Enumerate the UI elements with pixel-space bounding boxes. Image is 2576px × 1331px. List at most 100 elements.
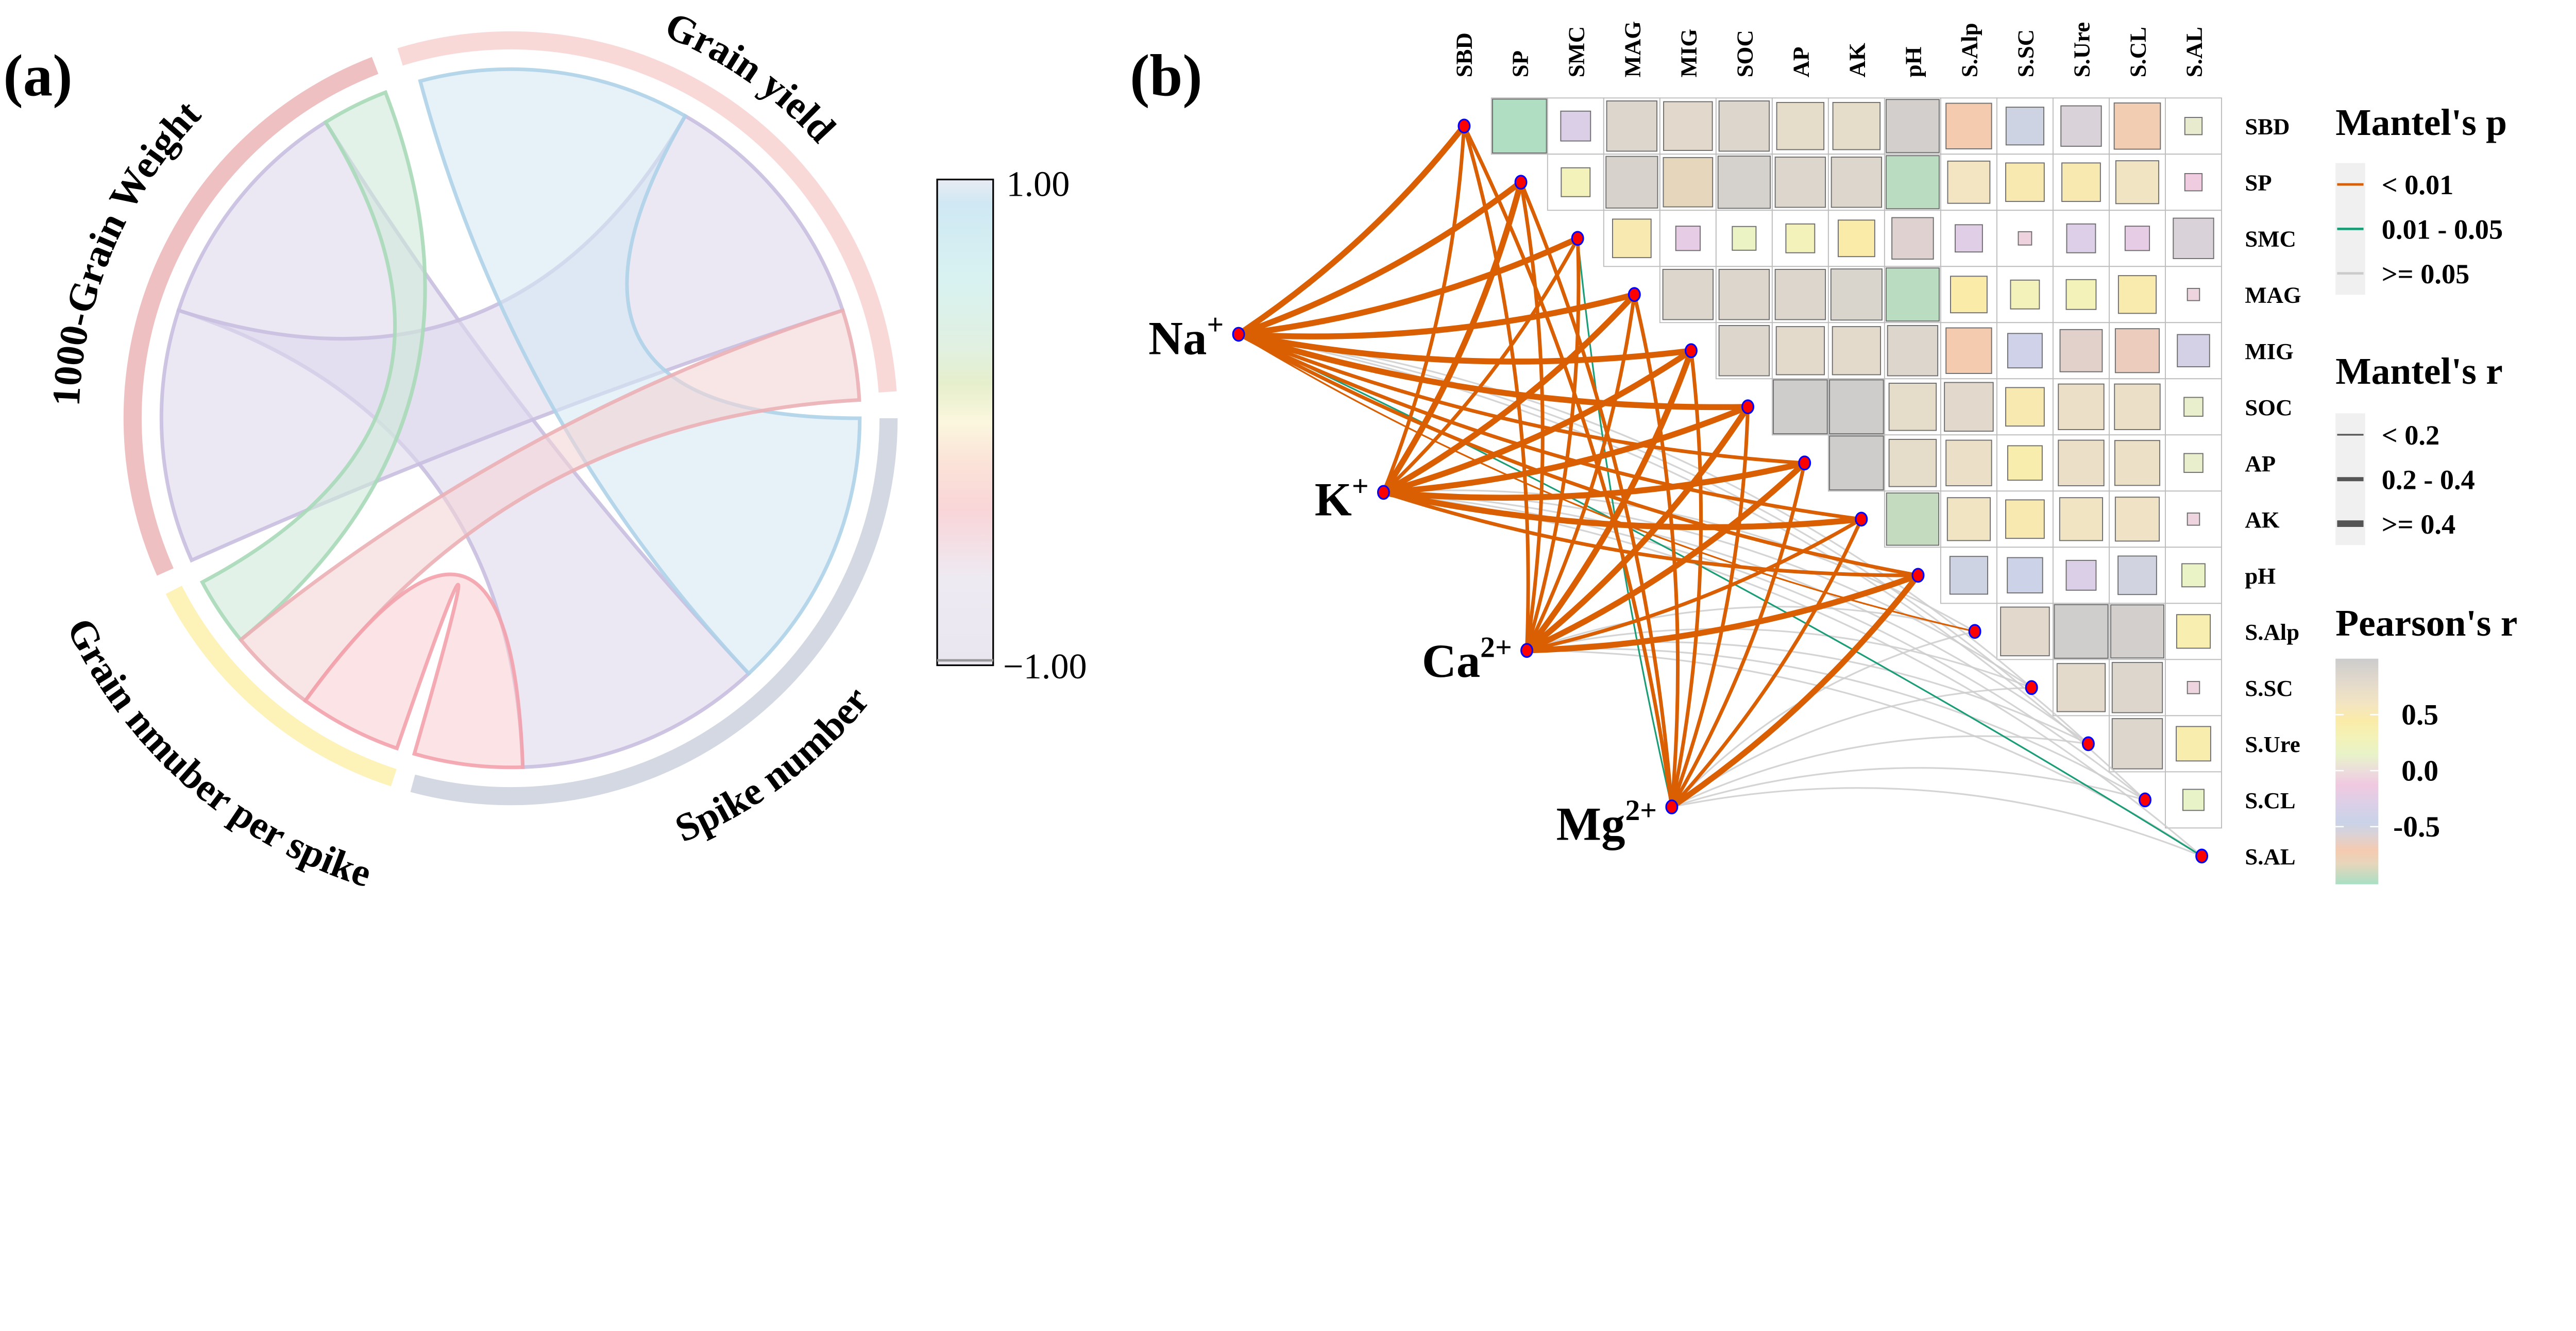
- row-label: SBD: [2245, 114, 2290, 140]
- pearson-square: [1773, 379, 1828, 435]
- pearson-square: [1774, 269, 1826, 320]
- legend-label: >= 0.4: [2382, 509, 2455, 540]
- pearson-square: [2005, 387, 2045, 427]
- row-label: SMC: [2245, 226, 2296, 252]
- mantel-edge: [1380, 179, 1524, 496]
- row-label: SP: [2245, 170, 2272, 196]
- mantel-edge: [1523, 572, 1921, 654]
- chord-diagram: [123, 31, 898, 806]
- mantel-edge: [1671, 735, 2089, 808]
- pearson-square: [1732, 226, 1757, 251]
- pearson-square: [2018, 231, 2032, 246]
- mantel-edges: [1235, 123, 2203, 857]
- sector-arc-1000-grain-weight: [123, 57, 379, 576]
- pearson-square: [2060, 105, 2102, 147]
- row-label: S.Alp: [2245, 619, 2299, 645]
- pearson-square: [1946, 497, 1991, 541]
- pearson-square: [2007, 557, 2043, 594]
- chord-colorbar-max-label: 1.00: [1006, 164, 1070, 204]
- network-node: [1628, 287, 1641, 302]
- pearson-square: [1947, 160, 1991, 204]
- pearson-square: [2005, 162, 2045, 202]
- panel-a-label: (a): [3, 42, 72, 108]
- chord-link: [199, 90, 427, 643]
- chord-colorbar: 1.00 −1.00: [936, 164, 1087, 687]
- figure: (a) (b) Grain yield Spike number Grain n…: [3, 3, 2517, 886]
- pearson-square: [2065, 559, 2097, 591]
- pearson-square: [1837, 219, 1875, 258]
- pearson-square: [2114, 440, 2161, 486]
- row-label: AK: [2245, 507, 2279, 533]
- network-node: [1514, 175, 1528, 190]
- pearson-square: [2056, 663, 2106, 712]
- pearson-square: [1950, 276, 1988, 314]
- mantel-edge: [1382, 489, 1976, 633]
- pearson-square: [1885, 267, 1940, 322]
- chord-link: [159, 113, 845, 563]
- panel-b-label: (b): [1130, 42, 1202, 108]
- pearson-tick-label: 0.5: [2401, 699, 2438, 731]
- legend-label: 0.2 - 0.4: [2382, 464, 2475, 495]
- edges-p-lt-001: [1235, 123, 1976, 810]
- pearson-square: [1949, 556, 1989, 595]
- mantel-edge: [1462, 124, 1530, 653]
- pearson-square: [2184, 173, 2203, 192]
- pearson-square: [1776, 101, 1825, 150]
- pearson-square: [2182, 789, 2205, 811]
- chord-link: [302, 572, 525, 770]
- pearson-square: [2005, 499, 2045, 539]
- pearson-square: [1663, 101, 1713, 151]
- mantel-edge: [1523, 404, 1751, 654]
- pearson-square: [1561, 167, 1591, 197]
- network-node: [2139, 792, 2151, 808]
- pearson-square: [2114, 383, 2161, 430]
- pearson-square: [1832, 326, 1882, 376]
- mantel-edge: [1381, 236, 1580, 494]
- mantel-edge: [1236, 332, 1920, 577]
- mantel-edge: [1670, 405, 1750, 809]
- pearson-square: [1718, 325, 1770, 377]
- legend-label: 0.01 - 0.05: [2382, 214, 2503, 245]
- pearson-square: [2059, 329, 2103, 372]
- column-label: SOC: [1732, 30, 1757, 77]
- pearson-square: [2010, 279, 2040, 310]
- pearson-square: [1718, 269, 1770, 320]
- network-node: [1911, 568, 1925, 583]
- column-label: S.Ure: [2069, 22, 2094, 77]
- pearson-square: [1829, 379, 1884, 435]
- legend-mantel-r: Mantel's r < 0.2 0.2 - 0.4 >= 0.4: [2335, 350, 2503, 545]
- pearson-square: [2111, 662, 2163, 713]
- pearson-square: [1945, 103, 1992, 149]
- heatmap-cell: [1996, 322, 2054, 380]
- pearson-square: [2007, 333, 2043, 369]
- pearson-square: [1675, 226, 1701, 251]
- legend-mantel-p-title: Mantel's p: [2335, 101, 2507, 143]
- pearson-square: [2187, 513, 2200, 526]
- pearson-square: [1560, 110, 1591, 142]
- env-label: Ca2+: [1422, 632, 1512, 688]
- row-label: pH: [2245, 563, 2276, 589]
- pearson-square: [2054, 604, 2109, 659]
- pearson-square: [2114, 497, 2160, 542]
- mantel-edge: [1382, 491, 2146, 801]
- env-label: Mg2+: [1556, 794, 1657, 850]
- pearson-square: [2184, 117, 2203, 135]
- pearson-square: [2176, 614, 2211, 649]
- row-label: SOC: [2245, 395, 2292, 420]
- column-label: AP: [1788, 47, 1814, 78]
- network-node: [1458, 118, 1471, 134]
- pearson-square: [2176, 726, 2211, 762]
- chord-colorbar-min-label: −1.00: [1003, 646, 1087, 687]
- row-label: AP: [2245, 451, 2276, 476]
- pearson-square: [1717, 156, 1771, 209]
- pearson-square: [1885, 99, 1940, 153]
- mantel-edge: [1381, 124, 1466, 494]
- pearson-square: [2173, 217, 2214, 259]
- network-node: [1684, 343, 1698, 359]
- mantel-edge: [1526, 628, 2032, 689]
- pearson-square: [1945, 327, 1992, 374]
- pearson-square: [2061, 162, 2101, 202]
- mantel-edge: [1523, 348, 1694, 654]
- mantel-edge: [1525, 236, 1581, 653]
- pearson-square: [1832, 101, 1881, 150]
